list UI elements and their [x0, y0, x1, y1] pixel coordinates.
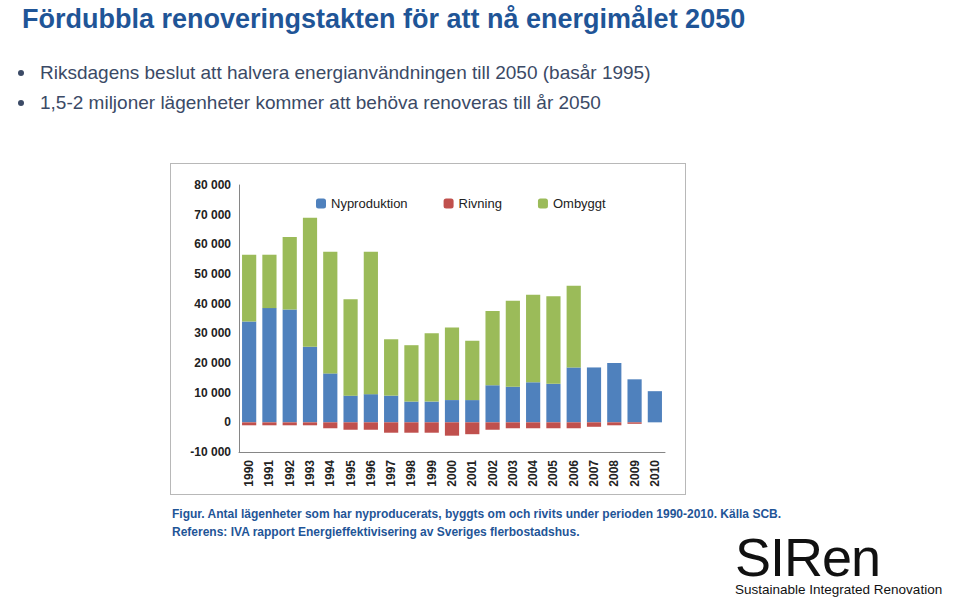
svg-text:40 000: 40 000 [194, 297, 231, 311]
svg-text:20 000: 20 000 [194, 356, 231, 370]
html-text:1,5-2 miljoner lägenheter komm: 1,5-2 miljoner lägenheter kommer att beh… [40, 92, 601, 113]
svg-text:2001: 2001 [465, 460, 479, 487]
svg-text:1998: 1998 [404, 460, 418, 487]
svg-text:2004: 2004 [526, 460, 540, 487]
html-text:Riksdagens beslut att halvera: Riksdagens beslut att halvera energianvä… [40, 62, 651, 83]
svg-text:70 000: 70 000 [194, 208, 231, 222]
svg-text:2010: 2010 [648, 460, 662, 487]
svg-text:1993: 1993 [303, 460, 317, 487]
svg-text:1996: 1996 [364, 460, 378, 487]
html-text:Sustainable Integrated Renovat: Sustainable Integrated Renovation [735, 582, 943, 597]
svg-text:2003: 2003 [506, 460, 520, 487]
svg-text:2005: 2005 [546, 460, 560, 487]
svg-text:-10 000: -10 000 [190, 445, 231, 459]
svg-text:30 000: 30 000 [194, 326, 231, 340]
svg-text:2007: 2007 [587, 460, 601, 487]
svg-text:10 000: 10 000 [194, 386, 231, 400]
svg-text:1994: 1994 [323, 460, 337, 487]
svg-text:1991: 1991 [262, 460, 276, 487]
svg-text:1999: 1999 [425, 460, 439, 487]
svg-text:2008: 2008 [607, 460, 621, 487]
svg-text:Nyproduktion: Nyproduktion [331, 196, 408, 211]
html-text:Figur. Antal lägenheter som ha: Figur. Antal lägenheter som har nyproduc… [172, 507, 781, 521]
html-text:SIRen: SIRen [735, 527, 881, 587]
svg-text:1995: 1995 [344, 460, 358, 487]
svg-text:Ombyggt: Ombyggt [553, 196, 606, 211]
svg-text:2000: 2000 [445, 460, 459, 487]
html-text:Fördubbla renoveringstakten fö: Fördubbla renoveringstakten för att nå e… [22, 4, 746, 34]
svg-text:1990: 1990 [242, 460, 256, 487]
svg-text:1997: 1997 [384, 460, 398, 487]
svg-text:Rivning: Rivning [459, 196, 502, 211]
html-text:Referens: IVA rapport Energief: Referens: IVA rapport Energieffektiviser… [172, 525, 580, 539]
svg-text:2009: 2009 [628, 460, 642, 487]
svg-text:2002: 2002 [486, 460, 500, 487]
svg-text:0: 0 [224, 415, 231, 429]
svg-text:50 000: 50 000 [194, 267, 231, 281]
svg-text:60 000: 60 000 [194, 237, 231, 251]
svg-text:1992: 1992 [283, 460, 297, 487]
svg-text:80 000: 80 000 [194, 178, 231, 192]
svg-text:2006: 2006 [567, 460, 581, 487]
